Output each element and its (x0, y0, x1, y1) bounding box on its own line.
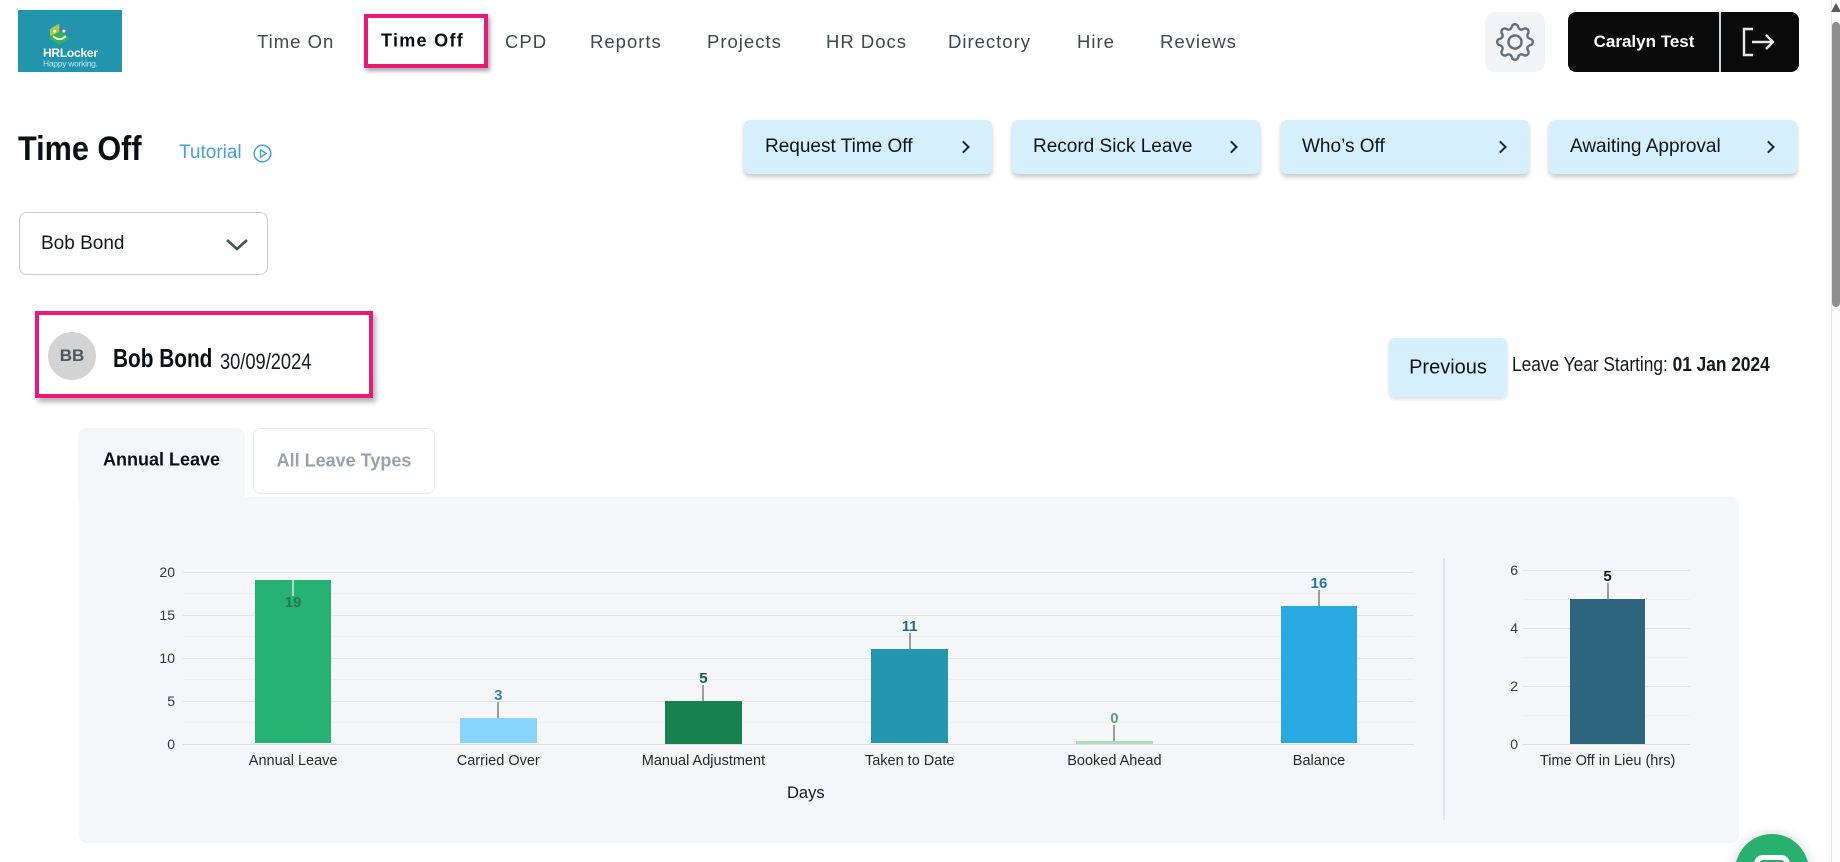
svg-text:HRLocker: HRLocker (43, 46, 98, 60)
svg-text:Happy working.: Happy working. (43, 59, 98, 69)
